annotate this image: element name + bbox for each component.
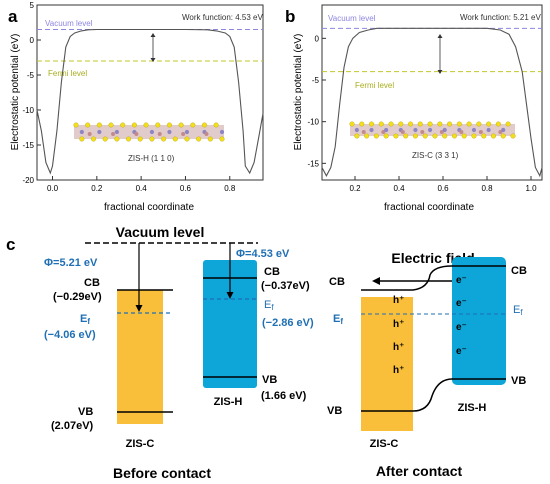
after-vb-line — [361, 378, 506, 412]
zisc-name-before: ZIS-C — [126, 438, 155, 450]
panel-b-wf-arrowhead-down — [437, 70, 443, 74]
b-ytick-label: -10 — [307, 118, 319, 127]
panel-b-work-function: Work function: 5.21 eV — [460, 13, 541, 22]
panel-a-xticks: 0.0 0.2 0.4 0.6 0.8 — [47, 176, 236, 193]
after-cb-right-label: CB — [511, 265, 527, 277]
zish-name-before: ZIS-H — [214, 396, 243, 408]
a-xtick-label: 0.2 — [91, 184, 103, 193]
after-ef-right-label: Ef — [513, 304, 523, 317]
panel-a-wf-arrowhead-down — [150, 58, 156, 62]
panel-a-fermi-label: Fermi level — [48, 69, 87, 78]
after-cb-left-label: CB — [329, 276, 345, 288]
panel-b-vacuum-label: Vacuum level — [328, 14, 376, 23]
electron-3: e⁻ — [456, 322, 467, 333]
zish-phi-label: Φ=4.53 eV — [236, 248, 290, 260]
b-ytick-label: 0 — [315, 34, 320, 43]
b-xtick-label: 0.2 — [349, 184, 361, 193]
panel-b-potential-curve — [321, 27, 543, 178]
a-ytick-label: -20 — [22, 176, 34, 185]
panel-a-xlabel: fractional coordinate — [104, 202, 194, 213]
panel-b-yticks: 0 -5 -10 -15 — [307, 34, 326, 168]
hole-4: h⁺ — [393, 365, 404, 376]
panel-a-frame — [36, 4, 264, 181]
panel-a-structure-label: ZIS-H (1 1 0) — [128, 154, 175, 163]
after-vb-right-label: VB — [511, 375, 526, 387]
zish-cb-value: (−0.37eV) — [261, 280, 310, 292]
hole-2: h⁺ — [393, 319, 404, 330]
panel-a: a Electrostatic potential (eV) fractiona… — [8, 1, 264, 213]
electric-field-arrowhead — [372, 277, 380, 285]
panel-a-wf-arrowhead-up — [150, 33, 156, 37]
hole-1: h⁺ — [393, 295, 404, 306]
panel-a-structure-image — [73, 122, 225, 142]
zisc-phi-label: Φ=5.21 eV — [44, 257, 98, 269]
a-ytick-label: -10 — [22, 106, 34, 115]
panel-a-yticks: 5 0 -5 -10 -15 -20 — [22, 1, 41, 185]
panel-a-work-function: Work function: 4.53 eV — [182, 13, 263, 22]
zisc-ef-label: Ef — [80, 313, 90, 326]
zish-vb-label: VB — [262, 374, 277, 386]
panel-b-fermi-label: Fermi level — [355, 81, 394, 90]
panel-b-frame — [321, 4, 543, 181]
b-xtick-label: 0.6 — [437, 184, 449, 193]
b-ytick-label: -15 — [307, 159, 319, 168]
panel-a-label: a — [8, 7, 18, 26]
electron-2: e⁻ — [456, 298, 467, 309]
zish-phi-arrowhead — [226, 292, 234, 299]
panel-b-xticks: 0.2 0.4 0.6 0.8 1.0 — [349, 176, 537, 193]
zish-band-before — [203, 260, 257, 388]
zish-vb-value: (1.66 eV) — [261, 390, 307, 402]
after-ef-left-label: Ef — [333, 313, 343, 326]
zisc-band-before — [117, 290, 163, 424]
vacuum-level-label: Vacuum level — [116, 224, 205, 240]
panel-b-structure-label: ZIS-C (3 3 1) — [412, 151, 459, 160]
after-contact-caption: After contact — [376, 463, 463, 479]
zisc-vb-value: (2.07eV) — [51, 420, 94, 432]
zisc-band-after — [361, 297, 413, 431]
a-xtick-label: 0.6 — [180, 184, 192, 193]
a-ytick-label: -5 — [27, 71, 35, 80]
panel-c-label: c — [6, 235, 15, 254]
a-ytick-label: -15 — [22, 141, 34, 150]
hole-3: h⁺ — [393, 342, 404, 353]
zisc-cb-value: (−0.29eV) — [53, 291, 102, 303]
zisc-cb-label: CB — [84, 277, 100, 289]
panel-b-xlabel: fractional coordinate — [384, 202, 474, 213]
panel-b-structure-image — [349, 121, 516, 139]
a-xtick-label: 0.0 — [47, 184, 59, 193]
a-xtick-label: 0.4 — [136, 184, 148, 193]
panel-b: b Electrostatic potential (eV) fractiona… — [285, 4, 543, 213]
b-xtick-label: 1.0 — [525, 184, 537, 193]
zish-ef-value: (−2.86 eV) — [262, 317, 314, 329]
panel-c: c Vacuum level Φ=5.21 eV CB (−0.29eV) Ef… — [6, 224, 527, 481]
b-xtick-label: 0.4 — [393, 184, 405, 193]
a-ytick-label: 0 — [30, 36, 35, 45]
panel-a-ylabel: Electrostatic potential (eV) — [10, 34, 21, 151]
panel-a-potential-curve — [36, 28, 264, 175]
b-xtick-label: 0.8 — [481, 184, 493, 193]
after-vb-left-label: VB — [327, 405, 342, 417]
before-contact-caption: Before contact — [113, 465, 211, 481]
b-ytick-label: -5 — [312, 76, 320, 85]
zish-name-after: ZIS-H — [458, 402, 487, 414]
panel-b-wf-arrowhead-up — [437, 34, 443, 38]
zisc-ef-value: (−4.06 eV) — [44, 329, 96, 341]
zisc-name-after: ZIS-C — [370, 438, 399, 450]
a-ytick-label: 5 — [30, 1, 35, 10]
panel-b-label: b — [285, 7, 295, 26]
zisc-phi-arrowhead — [135, 305, 143, 312]
panel-a-vacuum-label: Vacuum level — [45, 19, 93, 28]
electron-4: e⁻ — [456, 346, 467, 357]
panel-b-ylabel: Electrostatic potential (eV) — [293, 34, 304, 151]
zish-band-after — [452, 257, 506, 385]
zish-cb-label: CB — [264, 266, 280, 278]
zisc-vb-label: VB — [78, 406, 93, 418]
electron-1: e⁻ — [456, 275, 467, 286]
zish-ef-label: Ef — [264, 299, 274, 312]
a-xtick-label: 0.8 — [224, 184, 236, 193]
after-cb-line — [361, 265, 506, 291]
